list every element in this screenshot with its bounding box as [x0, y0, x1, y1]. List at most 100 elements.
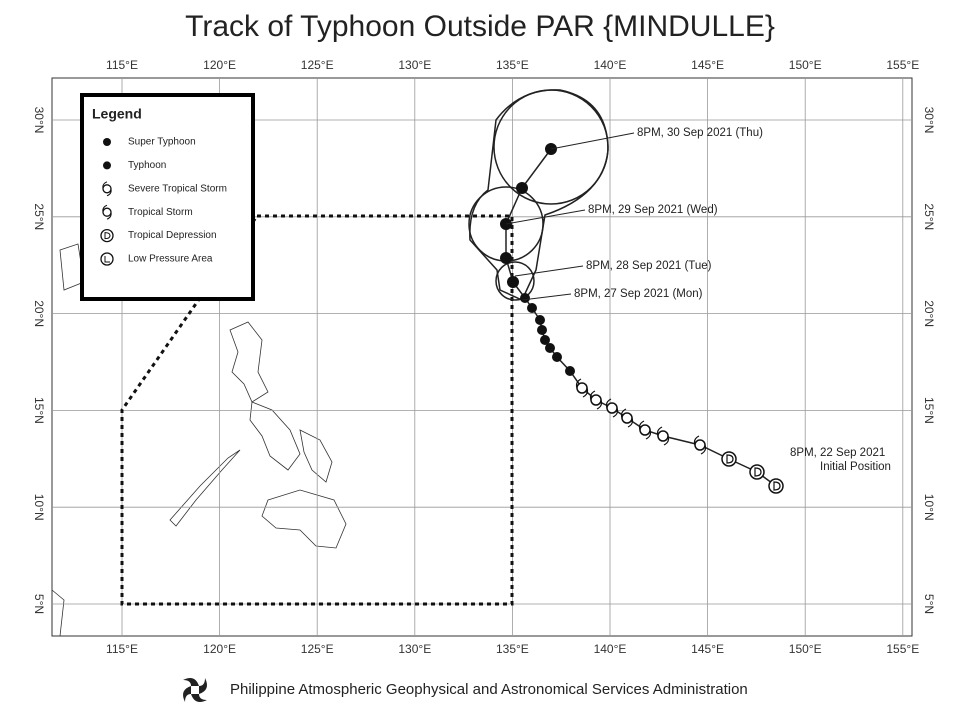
- land: [299, 429, 333, 483]
- typhoon-marker: [537, 325, 547, 335]
- storm-tail: [656, 426, 670, 446]
- latitude-label: 20°N: [32, 300, 46, 327]
- longitude-label: 125°E: [301, 58, 334, 72]
- depression-glyph: [726, 454, 734, 464]
- track-annotation: 8PM, 29 Sep 2021 (Wed): [588, 204, 718, 216]
- latitude-label: 25°N: [32, 203, 46, 230]
- typhoon-marker: [527, 303, 537, 313]
- longitude-label: 155°E: [886, 642, 919, 656]
- title: Track of Typhoon Outside PAR {MINDULLE}: [185, 10, 775, 43]
- legend-icon-glyph: [104, 232, 111, 240]
- legend-item: Severe Tropical Storm: [128, 183, 227, 194]
- longitude-label: 135°E: [496, 642, 529, 656]
- legend-item: Tropical Depression: [128, 230, 217, 241]
- depression-glyph: [773, 481, 781, 491]
- longitude-label: 145°E: [691, 642, 724, 656]
- storm-marker: [639, 424, 651, 436]
- legend-box: [80, 93, 255, 301]
- longitude-label: 135°E: [496, 58, 529, 72]
- typhoon-marker: [516, 182, 528, 194]
- typhoon-marker: [520, 293, 530, 303]
- land: [249, 401, 301, 471]
- longitude-label: 140°E: [594, 642, 627, 656]
- latitude-label: 15°N: [32, 397, 46, 424]
- storm-marker: [576, 382, 588, 394]
- legend-icon-tail: [102, 204, 112, 220]
- agency-logo: [183, 678, 207, 702]
- longitude-label: 115°E: [106, 642, 138, 656]
- typhoon-marker: [565, 366, 575, 376]
- storm-tail: [589, 390, 603, 410]
- typhoon-marker: [545, 343, 555, 353]
- track-annotation: Initial Position: [820, 461, 891, 473]
- typhoon-marker: [552, 352, 562, 362]
- storm-marker: [590, 394, 602, 406]
- track-annotation: 8PM, 27 Sep 2021 (Mon): [574, 288, 703, 300]
- storm-marker: [694, 439, 706, 451]
- latitude-label: 15°N: [922, 397, 936, 424]
- track-annotation: 8PM, 28 Sep 2021 (Tue): [586, 260, 712, 272]
- longitude-label: 125°E: [301, 642, 334, 656]
- latitude-label: 30°N: [32, 107, 46, 134]
- longitude-label: 155°E: [886, 58, 919, 72]
- latitude-label: 5°N: [922, 594, 936, 614]
- land: [229, 321, 269, 403]
- depression-glyph: [754, 467, 762, 477]
- typhoon-marker: [507, 276, 519, 288]
- legend-item: Low Pressure Area: [128, 254, 213, 265]
- footer: Philippine Atmospheric Geophysical and A…: [183, 678, 748, 702]
- depression-marker: [768, 478, 784, 494]
- legend-item: Super Typhoon: [128, 137, 196, 148]
- longitude-label: 130°E: [398, 58, 431, 72]
- legend-icon-glyph: [104, 256, 110, 263]
- legend-icon: [103, 138, 111, 146]
- legend-icon: [100, 228, 114, 243]
- typhoon-marker: [500, 252, 512, 264]
- storm-marker: [657, 430, 669, 442]
- annotation-leader: [514, 265, 584, 277]
- legend: Legend Super Typhoon Typhoon Severe Tropic…: [80, 93, 255, 301]
- storm-tail: [575, 378, 589, 398]
- forecast-circle: [495, 261, 535, 301]
- storm-tail: [693, 435, 707, 455]
- land: [51, 589, 65, 637]
- longitude-label: 150°E: [789, 58, 822, 72]
- footer-text: Philippine Atmospheric Geophysical and A…: [230, 681, 748, 698]
- typhoon-marker: [535, 315, 545, 325]
- track-annotation: 8PM, 30 Sep 2021 (Thu): [637, 127, 763, 139]
- legend-icon: [103, 161, 111, 170]
- longitude-label: 150°E: [789, 642, 822, 656]
- legend-icon: [102, 184, 112, 194]
- par-boundary: [120, 214, 514, 606]
- longitude-label: 115°E: [106, 58, 138, 72]
- latitude-label: 10°N: [922, 494, 936, 521]
- depression-marker: [721, 451, 737, 467]
- storm-tail: [605, 398, 619, 418]
- latitude-label: 10°N: [32, 494, 46, 521]
- legend-icon: [102, 207, 112, 217]
- annotation-leader: [521, 293, 572, 301]
- land: [169, 449, 241, 527]
- longitude-label: 130°E: [398, 642, 431, 656]
- longitude-label: 145°E: [691, 58, 724, 72]
- depression-marker: [749, 464, 765, 480]
- track-annotation: 8PM, 22 Sep 2021: [790, 447, 885, 459]
- legend-title: Legend: [92, 106, 142, 122]
- typhoon-marker: [540, 335, 550, 345]
- storm-tail: [620, 408, 634, 428]
- longitude-label: 140°E: [594, 58, 627, 72]
- legend-item: Tropical Storm: [128, 207, 193, 218]
- storm-tail: [638, 420, 652, 440]
- annotation-leader: [505, 209, 586, 225]
- storm-marker: [606, 402, 618, 414]
- forecast-circle: [493, 89, 609, 205]
- latitude-label: 30°N: [922, 107, 936, 134]
- longitude-label: 120°E: [203, 58, 236, 72]
- legend-item: Typhoon: [128, 160, 166, 171]
- latitude-label: 5°N: [32, 594, 46, 614]
- storm-marker: [621, 412, 633, 424]
- latitude-label: 25°N: [922, 203, 936, 230]
- legend-icon-tail: [102, 181, 112, 197]
- latitude-label: 20°N: [922, 300, 936, 327]
